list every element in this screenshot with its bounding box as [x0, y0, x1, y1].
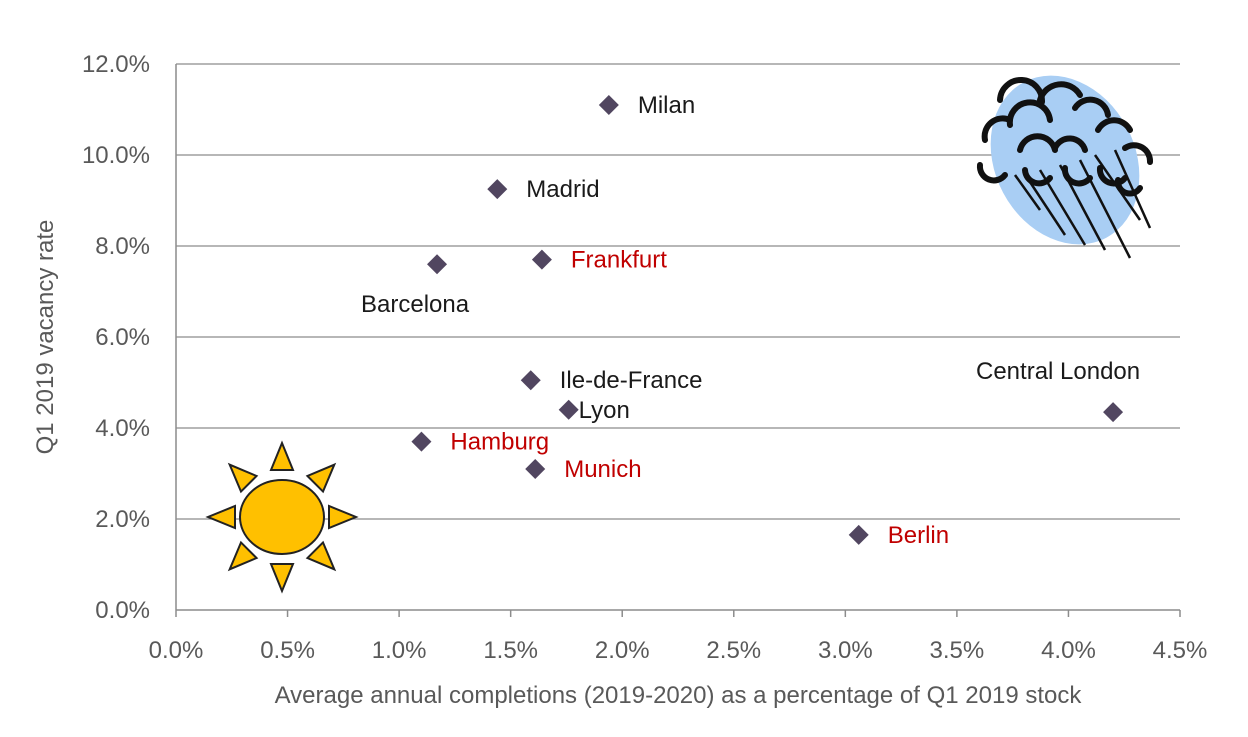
- x-tick-label: 3.5%: [930, 637, 985, 664]
- point-label: Central London: [976, 358, 1140, 385]
- point-label: Lyon: [579, 397, 630, 424]
- point-label: Berlin: [888, 522, 949, 549]
- point-marker: [598, 94, 619, 115]
- sun-ray: [205, 504, 236, 530]
- x-tick-label: 2.0%: [595, 637, 650, 664]
- sun-ray: [305, 540, 337, 572]
- point-labels: Milan Madrid Frankfurt Barcelona Ile-de-Fran…: [361, 92, 1140, 549]
- point-marker: [487, 179, 508, 200]
- point-label: Madrid: [526, 176, 599, 203]
- point-marker: [531, 249, 552, 270]
- y-tick-label: 4.0%: [95, 415, 150, 442]
- x-tick-label: 1.5%: [483, 637, 538, 664]
- sun-ray: [269, 563, 295, 594]
- y-axis-ticks: 0.0% 2.0% 4.0% 6.0% 8.0% 10.0% 12.0%: [82, 51, 150, 624]
- x-tick-label: 0.0%: [149, 637, 204, 664]
- data-points: [411, 94, 1124, 545]
- sun-ray: [305, 462, 337, 494]
- point-label: Ile-de-France: [560, 367, 703, 394]
- x-tick-label: 4.0%: [1041, 637, 1096, 664]
- point-marker: [520, 370, 541, 391]
- point-marker: [558, 399, 579, 420]
- point-label: Munich: [564, 456, 641, 483]
- sun-icon: [205, 440, 359, 594]
- y-tick-label: 2.0%: [95, 506, 150, 533]
- x-axis-title: Average annual completions (2019-2020) a…: [275, 682, 1083, 709]
- y-tick-label: 10.0%: [82, 142, 150, 169]
- gridlines: [176, 63, 1180, 520]
- point-label: Frankfurt: [571, 247, 667, 274]
- x-axis-ticks: 0.0% 0.5% 1.0% 1.5% 2.0% 2.5% 3.0% 3.5% 4.0% 4.5%: [149, 610, 1208, 664]
- point-marker: [427, 254, 448, 275]
- sun-ray: [227, 462, 259, 494]
- axes: [175, 64, 1180, 611]
- x-tick-label: 2.5%: [706, 637, 761, 664]
- x-tick-label: 3.0%: [818, 637, 873, 664]
- sun-ray: [227, 540, 259, 572]
- y-tick-label: 12.0%: [82, 51, 150, 78]
- point-label: Hamburg: [450, 429, 549, 456]
- x-tick-label: 4.5%: [1153, 637, 1208, 664]
- point-marker: [1103, 402, 1124, 423]
- sun-ray: [269, 440, 295, 471]
- rain-cloud-icon: [976, 75, 1153, 259]
- x-tick-label: 0.5%: [260, 637, 315, 664]
- point-marker: [525, 458, 546, 479]
- x-tick-label: 1.0%: [372, 637, 427, 664]
- y-tick-label: 6.0%: [95, 324, 150, 351]
- point-marker: [848, 524, 869, 545]
- point-label: Milan: [638, 92, 695, 119]
- point-label: Barcelona: [361, 291, 470, 318]
- sun-ray: [328, 504, 359, 530]
- y-axis-title: Q1 2019 vacancy rate: [32, 220, 59, 455]
- y-tick-label: 0.0%: [95, 597, 150, 624]
- point-marker: [411, 431, 432, 452]
- y-tick-label: 8.0%: [95, 233, 150, 260]
